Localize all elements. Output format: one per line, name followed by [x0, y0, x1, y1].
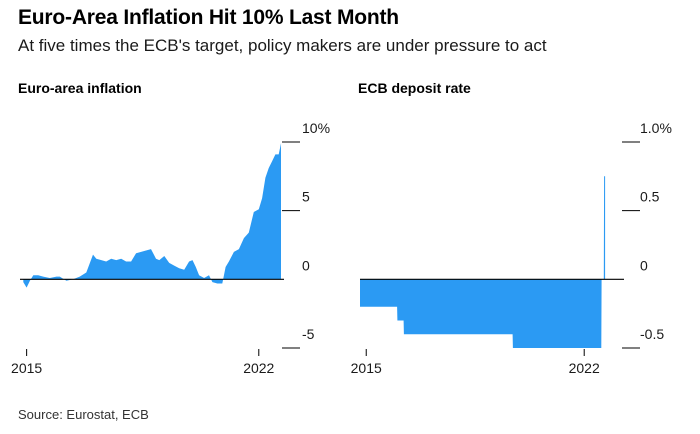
deposit-rate-area-series: [360, 176, 606, 348]
deposit-rate-y-tick-label: 0: [640, 257, 648, 273]
deposit-rate-y-tick-label: 1.0%: [640, 120, 672, 136]
inflation-y-tick-label: -5: [302, 326, 315, 342]
chart-subtitle: At five times the ECB's target, policy m…: [18, 36, 547, 55]
deposit-rate-y-tick-label: -0.5: [640, 326, 664, 342]
chart-title: Euro-Area Inflation Hit 10% Last Month: [18, 6, 399, 29]
deposit-rate-y-tick-label: 0.5: [640, 189, 660, 205]
panel-title-deposit-rate: ECB deposit rate: [358, 80, 471, 96]
deposit-rate-x-tick-label: 2022: [569, 360, 600, 376]
inflation-y-tick-label: 10%: [302, 120, 330, 136]
inflation-y-tick-label: 0: [302, 257, 310, 273]
inflation-y-tick-label: 5: [302, 189, 310, 205]
deposit-rate-x-tick-label: 2015: [351, 360, 382, 376]
inflation-x-tick-label: 2015: [11, 360, 42, 376]
inflation-area-series: [23, 143, 282, 288]
panel-title-inflation: Euro-area inflation: [18, 80, 142, 96]
inflation-x-tick-label: 2022: [243, 360, 274, 376]
source-note: Source: Eurostat, ECB: [18, 407, 149, 422]
